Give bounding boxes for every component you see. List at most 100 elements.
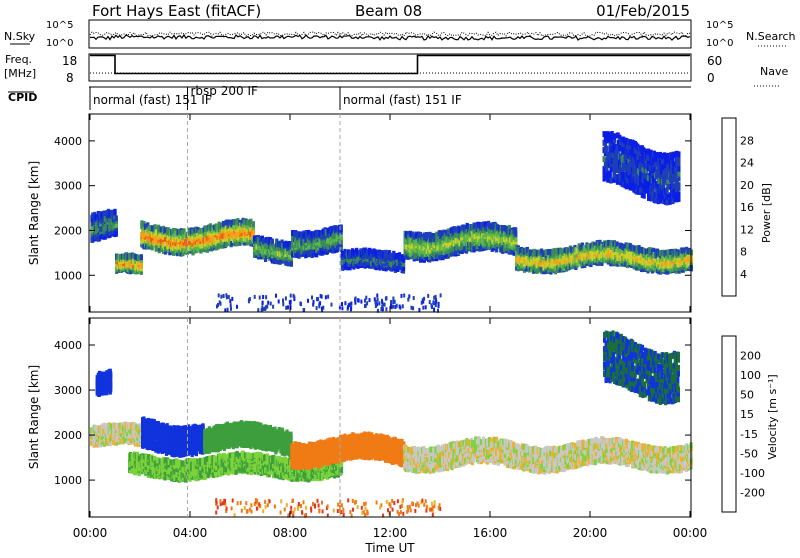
echo-cell (282, 302, 284, 306)
echo-cell (307, 299, 309, 303)
freq-right-tick-bottom: 0 (707, 71, 715, 85)
echo-cell (377, 298, 379, 302)
echo-cell (252, 221, 255, 227)
echo-cell (366, 301, 368, 305)
date-title: 01/Feb/2015 (596, 2, 690, 20)
echo-cell (355, 297, 357, 301)
echo-cell (262, 301, 264, 305)
echo-cell (396, 304, 398, 308)
noise-left-tick-top: 10^5 (46, 20, 73, 31)
echo-cell (285, 306, 287, 310)
echo-cell (662, 183, 665, 189)
echo-cell (381, 305, 383, 309)
echo-cell (319, 301, 321, 305)
echo-cell (316, 297, 318, 301)
echo-cell (659, 198, 662, 204)
echo-cell (650, 150, 653, 156)
cpid-mode-label: rbsp 200 IF (191, 84, 258, 98)
noise-sky-trace (90, 35, 690, 40)
noise-panel: N.Sky 10^5 10^0 10^5 10^0 N.Search (4, 20, 796, 49)
echo-cell (230, 307, 232, 311)
echo-cell (394, 300, 396, 304)
echo-cell (422, 306, 424, 310)
echo-cell (272, 305, 274, 309)
echo-cell (429, 300, 431, 304)
echo-cell (325, 295, 327, 299)
echo-cell (275, 294, 277, 298)
noise-left-tick-bottom: 10^0 (46, 38, 73, 49)
echo-cell (364, 299, 366, 303)
freq-label-line2: [MHz] (4, 67, 36, 80)
echo-cell (113, 209, 116, 215)
echo-cell (282, 299, 284, 303)
echo-cell (231, 297, 233, 301)
freq-panel: Freq. [MHz] 18 8 60 0 Nave (4, 53, 788, 86)
echo-cell (303, 308, 305, 312)
echo-cell (357, 298, 359, 302)
echo-cell (293, 294, 295, 298)
freq-label-line1: Freq. (5, 53, 32, 66)
cpid-label: CPID (8, 91, 37, 104)
echo-cell (287, 305, 289, 309)
beam-title: Beam 08 (355, 2, 422, 20)
echo-cell (666, 199, 669, 205)
echo-cell (289, 300, 291, 304)
echo-cell (344, 301, 346, 305)
echo-cell (312, 303, 314, 307)
echo-cell (440, 293, 442, 297)
freq-left-tick-top: 18 (62, 54, 77, 68)
echo-cell (115, 215, 118, 221)
echo-cell (223, 294, 225, 298)
echo-cell (375, 304, 377, 308)
echo-cell (395, 253, 398, 259)
echo-cell (402, 304, 404, 308)
noise-right-tick-top: 10^5 (706, 20, 733, 31)
echo-cell (348, 303, 350, 307)
echo-cell (425, 305, 427, 309)
echo-cell (403, 294, 405, 298)
echo-cell (433, 301, 435, 305)
echo-cell (385, 297, 387, 301)
echo-cell (265, 295, 267, 299)
station-title: Fort Hays East (fitACF) (92, 2, 261, 20)
echo-cell (435, 300, 437, 304)
echo-cell (384, 303, 386, 307)
nave-label: Nave (760, 65, 788, 78)
echo-cell (316, 306, 318, 310)
echo-cell (267, 301, 269, 305)
echo-cell (411, 306, 413, 310)
echo-cell (427, 294, 429, 298)
echo-cell (341, 306, 343, 310)
echo-cell (94, 214, 97, 220)
echo-cell (413, 296, 415, 300)
echo-cell (364, 304, 366, 308)
echo-cell (514, 227, 517, 233)
echo-cell (408, 294, 410, 298)
echo-cell (613, 134, 616, 140)
noise-left-label: N.Sky (4, 30, 36, 43)
echo-cell (677, 166, 680, 172)
echo-cell (369, 249, 372, 255)
cpid-panel: CPID normal (fast) 151 IF rbsp 200 IF no… (8, 84, 691, 110)
echo-cell (225, 293, 227, 297)
power-echo-map (90, 131, 693, 313)
echo-cell (360, 300, 362, 304)
echo-cell (262, 295, 264, 299)
freq-right-tick-top: 60 (707, 54, 722, 68)
echo-cell (249, 297, 251, 301)
noise-right-tick-bottom: 10^0 (706, 38, 733, 49)
noise-right-label: N.Search (746, 30, 796, 43)
echo-cell (290, 294, 292, 298)
echo-cell (278, 300, 280, 304)
echo-cell (418, 308, 420, 312)
echo-cell (401, 294, 403, 298)
echo-cell (603, 156, 606, 162)
echo-cell (677, 151, 680, 157)
echo-cell (285, 296, 287, 300)
echo-cell (259, 296, 261, 300)
echo-cell (228, 295, 230, 299)
cpid-mode-label: normal (fast) 151 IF (343, 93, 462, 107)
echo-cell (677, 191, 680, 197)
